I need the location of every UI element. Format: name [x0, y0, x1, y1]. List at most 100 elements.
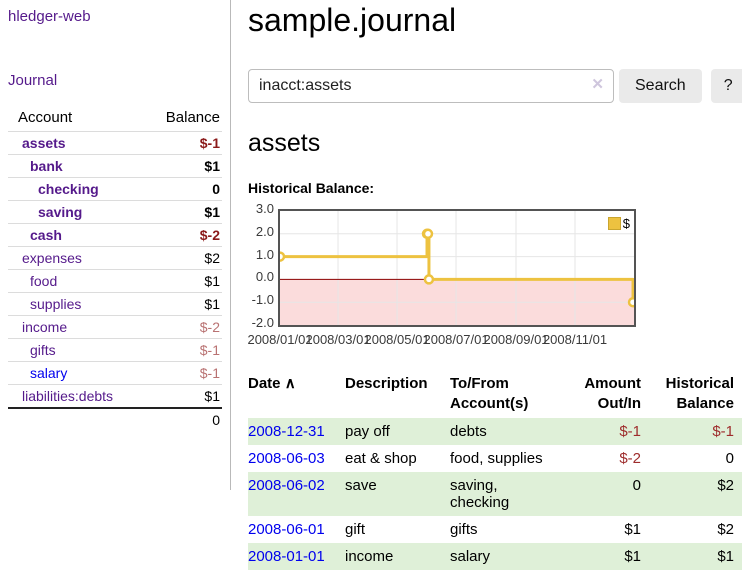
search-input[interactable] [248, 69, 614, 103]
register-date: 2008-06-02 [248, 472, 345, 516]
sidebar-account-link[interactable]: food [30, 273, 58, 289]
x-tick-label: 2008/07/01 [423, 332, 489, 347]
sidebar-account-link[interactable]: expenses [22, 250, 82, 266]
account-balance: $2 [139, 246, 222, 270]
register-row: 2008-06-03 eat & shop food, supplies $-2 0 [248, 445, 742, 472]
register-header-balance: Historical Balance [665, 375, 734, 412]
account-row: saving $1 [8, 200, 222, 224]
chart-title: Historical Balance: [248, 180, 375, 196]
sidebar-item-journal[interactable]: Journal [8, 72, 58, 89]
x-tick-label: 2008/09/01 [483, 332, 549, 347]
register-row: 2008-12-31 pay off debts $-1 $-1 [248, 418, 742, 445]
sidebar-account-link[interactable]: checking [38, 181, 99, 197]
y-tick-label: 1.0 [255, 246, 274, 262]
accounts-total-row: 0 [8, 407, 222, 431]
y-tick-label: 0.0 [255, 269, 274, 285]
register-accounts: food, supplies [450, 450, 543, 467]
register-row: 2008-06-01 gift gifts $1 $2 [248, 516, 742, 543]
date-link[interactable]: 2008-06-02 [248, 477, 325, 494]
accounts-total-value: 0 [139, 407, 222, 431]
x-tick-label: 2008/05/01 [364, 332, 430, 347]
register-date: 2008-06-03 [248, 445, 345, 472]
sidebar-account-link[interactable]: supplies [30, 296, 82, 312]
x-tick-label: 2008/11/01 [542, 332, 608, 347]
sidebar-account-link[interactable]: liabilities:debts [22, 388, 114, 404]
register-description: save [345, 477, 377, 494]
register-description: income [345, 548, 394, 565]
register-accounts: salary [450, 548, 491, 565]
x-tick-label: 2008/03/01 [305, 332, 371, 347]
account-row: liabilities:debts $1 [8, 384, 222, 408]
sidebar-account-link[interactable]: salary [30, 365, 68, 381]
sidebar: hledger-web Journal Account Balance asse… [0, 0, 231, 490]
account-row: supplies $1 [8, 292, 222, 316]
account-balance: $1 [139, 384, 222, 408]
account-balance: $-2 [139, 223, 222, 247]
register-description: eat & shop [345, 450, 417, 467]
date-link[interactable]: 2008-01-01 [248, 548, 325, 565]
sidebar-account-link[interactable]: assets [22, 135, 66, 151]
register-accounts: debts [450, 423, 487, 440]
chart-legend: $ [607, 216, 630, 231]
account-row: checking 0 [8, 177, 222, 201]
chart-plot-area[interactable]: $ [278, 209, 636, 327]
account-row: expenses $2 [8, 246, 222, 270]
register-description: pay off [345, 423, 390, 440]
register-header-amount: Amount Out/In [584, 375, 641, 412]
register-table: Date ∧ Description To/From Account(s) Am… [248, 370, 742, 570]
sidebar-account-link[interactable]: cash [30, 227, 62, 243]
register-balance: $1 [717, 548, 734, 565]
account-row: bank $1 [8, 154, 222, 178]
register-amount: 0 [632, 477, 641, 494]
account-row: cash $-2 [8, 223, 222, 247]
y-tick-label: -1.0 [251, 292, 274, 308]
register-date: 2008-06-01 [248, 516, 345, 543]
register-date: 2008-12-31 [248, 418, 345, 445]
sidebar-account-link[interactable]: saving [38, 204, 83, 220]
account-row: assets $-1 [8, 131, 222, 155]
clear-search-icon[interactable]: ✕ [591, 76, 604, 93]
register-amount: $1 [624, 521, 641, 538]
accounts-table: Account Balance assets $-1 bank $1 checking 0… [8, 105, 222, 431]
register-amount: $1 [624, 548, 641, 565]
account-balance: $-1 [139, 361, 222, 385]
y-tick-label: -2.0 [251, 315, 274, 330]
brand-link[interactable]: hledger-web [8, 8, 91, 25]
register-header-accounts: To/From Account(s) [450, 375, 529, 412]
register-balance: $2 [717, 521, 734, 538]
help-button[interactable]: ? [710, 69, 742, 103]
register-amount: $-1 [619, 423, 641, 440]
account-balance: $-2 [139, 315, 222, 339]
register-balance: $-1 [712, 423, 734, 440]
account-title: assets [248, 129, 321, 157]
app-layout: hledger-web Journal Account Balance asse… [0, 0, 742, 570]
accounts-header-balance: Balance [165, 109, 220, 126]
register-header-date[interactable]: Date ∧ [248, 375, 296, 392]
page-title: sample.journal [248, 2, 457, 38]
sidebar-account-link[interactable]: income [22, 319, 68, 335]
account-balance: $1 [139, 154, 222, 178]
account-balance: $1 [139, 292, 222, 316]
register-accounts: saving, checking [450, 477, 510, 511]
date-link[interactable]: 2008-06-03 [248, 450, 325, 467]
register-balance: $2 [717, 477, 734, 494]
accounts-header-account: Account [18, 109, 73, 126]
register-balance: 0 [725, 450, 734, 467]
legend-label: $ [622, 216, 630, 231]
register-date: 2008-01-01 [248, 543, 345, 570]
date-link[interactable]: 2008-12-31 [248, 423, 325, 440]
register-header-description: Description [345, 375, 428, 392]
sidebar-account-link[interactable]: bank [30, 158, 63, 174]
x-tick-label: 2008/01/01 [247, 332, 313, 347]
sidebar-account-link[interactable]: gifts [30, 342, 56, 358]
account-balance: $1 [139, 269, 222, 293]
balance-chart: $ 3.0 2.0 1.0 0.0 -1.0 -2.0 2008/01/01 2008/03/… [247, 201, 742, 354]
register-description: gift [345, 521, 366, 538]
register-row: 2008-01-01 income salary $1 $1 [248, 543, 742, 570]
date-link[interactable]: 2008-06-01 [248, 521, 325, 538]
account-balance: $-1 [139, 338, 222, 362]
series-swatch-icon [607, 217, 621, 230]
y-tick-label: 2.0 [255, 223, 274, 239]
account-row: income $-2 [8, 315, 222, 339]
search-button[interactable]: Search [619, 69, 702, 103]
